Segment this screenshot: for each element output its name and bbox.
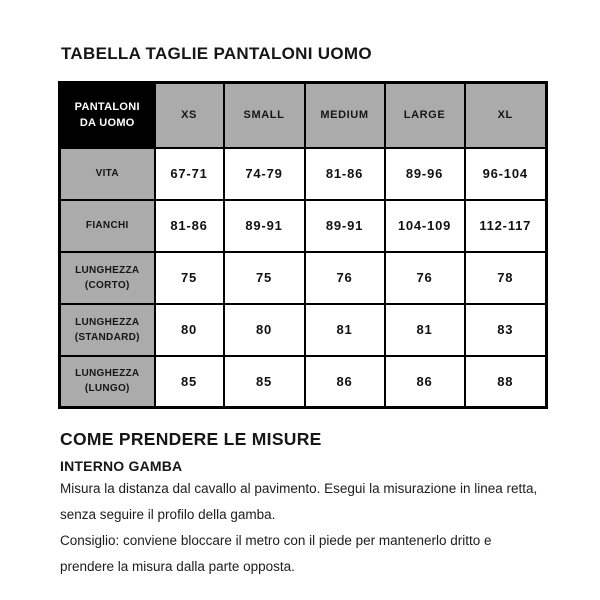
size-table: PANTALONI DA UOMO XS SMALL MEDIUM LARGE … [58, 81, 548, 409]
measure-instructions: Misura la distanza dal cavallo al pavime… [60, 476, 537, 580]
table-row-lunghezza-standard: LUNGHEZZA (STANDARD) 80 80 81 81 83 [58, 302, 548, 357]
cell-corto-large: 76 [383, 250, 466, 305]
cell-fianchi-medium: 89-91 [303, 198, 386, 253]
row-label-fianchi: FIANCHI [58, 198, 156, 253]
cell-lungo-large: 86 [383, 354, 466, 409]
cell-corto-medium: 76 [303, 250, 386, 305]
cell-lungo-medium: 86 [303, 354, 386, 409]
cell-fianchi-xl: 112-117 [463, 198, 548, 253]
table-corner-label: PANTALONI DA UOMO [74, 100, 140, 130]
cell-lungo-xl: 88 [463, 354, 548, 409]
cell-lungo-small: 85 [222, 354, 306, 409]
cell-lungo-xs: 85 [153, 354, 225, 409]
table-header-row: PANTALONI DA UOMO XS SMALL MEDIUM LARGE … [58, 81, 548, 149]
cell-vita-xl: 96-104 [463, 146, 548, 201]
table-row-vita: VITA 67-71 74-79 81-86 89-96 96-104 [58, 146, 548, 201]
row-label-lunghezza-standard: LUNGHEZZA (STANDARD) [58, 302, 156, 357]
paragraph-line-2: senza seguire il profilo della gamba. [60, 507, 276, 522]
row-label-vita: VITA [58, 146, 156, 201]
cell-standard-xs: 80 [153, 302, 225, 357]
page-title: TABELLA TAGLIE PANTALONI UOMO [61, 44, 372, 63]
cell-corto-xl: 78 [463, 250, 548, 305]
column-header-xs: XS [153, 81, 225, 149]
paragraph-line-1: Misura la distanza dal cavallo al pavime… [60, 481, 538, 496]
cell-standard-medium: 81 [303, 302, 386, 357]
table-row-fianchi: FIANCHI 81-86 89-91 89-91 104-109 112-11… [58, 198, 548, 253]
cell-fianchi-xs: 81-86 [153, 198, 225, 253]
inner-leg-subheading: INTERNO GAMBA [60, 458, 183, 474]
table-row-lunghezza-lungo: LUNGHEZZA (LUNGO) 85 85 86 86 88 [58, 354, 548, 409]
cell-corto-xs: 75 [153, 250, 225, 305]
row-label-lunghezza-corto: LUNGHEZZA (CORTO) [58, 250, 156, 305]
cell-standard-large: 81 [383, 302, 466, 357]
column-header-large: LARGE [383, 81, 466, 149]
row-label-lunghezza-lungo: LUNGHEZZA (LUNGO) [58, 354, 156, 409]
cell-standard-xl: 83 [463, 302, 548, 357]
paragraph-line-3: Consiglio: conviene bloccare il metro co… [60, 533, 492, 548]
cell-fianchi-large: 104-109 [383, 198, 466, 253]
paragraph-line-4: prendere la misura dalla parte opposta. [60, 559, 295, 574]
cell-vita-small: 74-79 [222, 146, 306, 201]
column-header-small: SMALL [222, 81, 306, 149]
cell-fianchi-small: 89-91 [222, 198, 306, 253]
cell-vita-medium: 81-86 [303, 146, 386, 201]
measure-section-heading: COME PRENDERE LE MISURE [60, 429, 322, 449]
table-corner-cell: PANTALONI DA UOMO [58, 81, 156, 149]
column-header-xl: XL [463, 81, 548, 149]
table-row-lunghezza-corto: LUNGHEZZA (CORTO) 75 75 76 76 78 [58, 250, 548, 305]
cell-vita-xs: 67-71 [153, 146, 225, 201]
column-header-medium: MEDIUM [303, 81, 386, 149]
cell-vita-large: 89-96 [383, 146, 466, 201]
cell-standard-small: 80 [222, 302, 306, 357]
cell-corto-small: 75 [222, 250, 306, 305]
